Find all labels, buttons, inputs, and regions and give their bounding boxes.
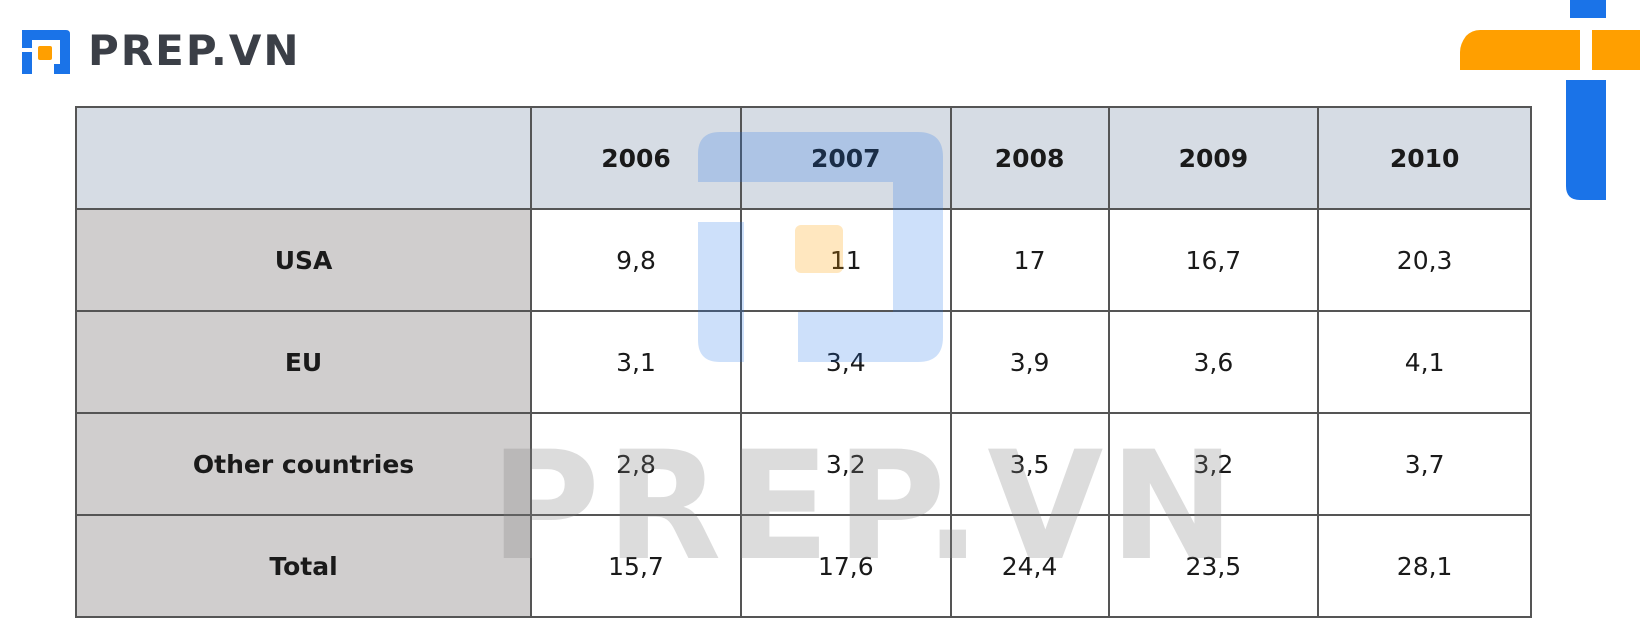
column-header: 2010 [1317, 106, 1532, 210]
table-cell: 3,1 [530, 310, 742, 414]
table-cell: 23,5 [1107, 514, 1320, 618]
row-header: Other countries [74, 412, 533, 516]
table-row: Total 15,7 17,6 24,4 23,5 28,1 [74, 514, 1532, 618]
table-cell: 17,6 [739, 514, 952, 618]
row-header: USA [74, 208, 533, 312]
table-cell: 3,9 [949, 310, 1110, 414]
column-header [74, 106, 533, 210]
table-cell: 15,7 [530, 514, 742, 618]
table-cell: 28,1 [1317, 514, 1532, 618]
row-header: Total [74, 514, 533, 618]
table-row: USA 9,8 11 17 16,7 20,3 [74, 208, 1532, 312]
corner-decoration [1460, 0, 1640, 200]
table-row: Other countries 2,8 3,2 3,5 3,2 3,7 [74, 412, 1532, 516]
table-header-row: 2006 2007 2008 2009 2010 [74, 106, 1532, 210]
table-cell: 9,8 [530, 208, 742, 312]
row-header: EU [74, 310, 533, 414]
column-header: 2007 [739, 106, 952, 210]
table-cell: 20,3 [1317, 208, 1532, 312]
table-cell: 3,6 [1107, 310, 1320, 414]
table-cell: 3,7 [1317, 412, 1532, 516]
column-header: 2009 [1107, 106, 1320, 210]
table-row: EU 3,1 3,4 3,9 3,6 4,1 [74, 310, 1532, 414]
table-cell: 3,5 [949, 412, 1110, 516]
table-cell: 17 [949, 208, 1110, 312]
table-cell: 2,8 [530, 412, 742, 516]
brand-name: PREP.VN [88, 25, 301, 75]
prep-logo-icon [22, 30, 70, 74]
table-cell: 16,7 [1107, 208, 1320, 312]
column-header: 2008 [949, 106, 1110, 210]
table-cell: 3,2 [739, 412, 952, 516]
table-cell: 24,4 [949, 514, 1110, 618]
table-cell: 11 [739, 208, 952, 312]
table-cell: 3,2 [1107, 412, 1320, 516]
column-header: 2006 [530, 106, 742, 210]
table-cell: 4,1 [1317, 310, 1532, 414]
data-table-container: 2006 2007 2008 2009 2010 USA 9,8 11 17 1… [74, 106, 1532, 618]
data-table: 2006 2007 2008 2009 2010 USA 9,8 11 17 1… [74, 106, 1532, 618]
brand-logo: PREP.VN [16, 20, 301, 80]
table-cell: 3,4 [739, 310, 952, 414]
